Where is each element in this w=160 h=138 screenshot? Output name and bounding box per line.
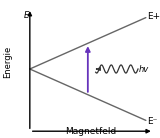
Text: Energie: Energie [3, 46, 12, 78]
Text: E⁻: E⁻ [147, 117, 158, 126]
Text: hv: hv [139, 64, 149, 74]
Text: E: E [24, 11, 29, 20]
Text: E+: E+ [147, 12, 160, 21]
Text: Magnetfeld: Magnetfeld [65, 127, 117, 136]
